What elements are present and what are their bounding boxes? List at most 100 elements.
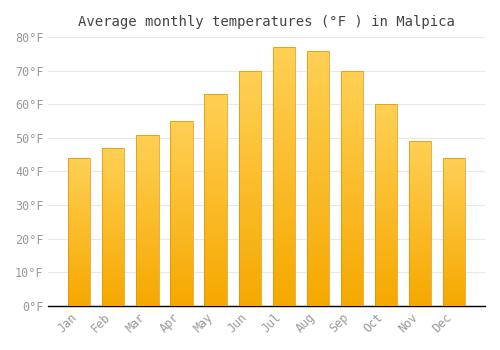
Bar <box>204 136 227 139</box>
Bar <box>443 260 465 261</box>
Bar <box>68 217 90 219</box>
Bar <box>306 153 329 155</box>
Bar <box>375 193 397 195</box>
Bar <box>238 250 260 252</box>
Bar <box>204 116 227 118</box>
Bar <box>238 85 260 87</box>
Bar <box>272 135 295 138</box>
Bar <box>136 181 158 182</box>
Bar <box>238 134 260 136</box>
Bar <box>238 139 260 141</box>
Bar <box>341 186 363 188</box>
Bar <box>170 296 192 299</box>
Bar <box>306 150 329 153</box>
Bar <box>204 194 227 196</box>
Bar <box>272 55 295 57</box>
Bar <box>306 194 329 196</box>
Bar <box>306 166 329 168</box>
Bar <box>443 254 465 256</box>
Bar <box>272 138 295 140</box>
Bar <box>204 261 227 264</box>
Bar <box>136 138 158 140</box>
Bar <box>375 117 397 118</box>
Bar <box>272 298 295 301</box>
Bar <box>102 238 124 239</box>
Bar <box>443 278 465 279</box>
Bar <box>68 295 90 297</box>
Bar <box>238 87 260 90</box>
Bar <box>272 184 295 187</box>
Bar <box>306 196 329 198</box>
Bar <box>409 210 431 212</box>
Bar <box>102 164 124 165</box>
Bar <box>204 94 227 306</box>
Bar <box>102 229 124 230</box>
Bar <box>341 287 363 289</box>
Bar <box>238 132 260 134</box>
Bar <box>443 208 465 210</box>
Bar <box>170 169 192 171</box>
Bar <box>306 114 329 117</box>
Bar <box>306 178 329 181</box>
Bar <box>272 130 295 133</box>
Bar <box>102 217 124 219</box>
Bar <box>102 282 124 284</box>
Bar <box>306 283 329 285</box>
Bar <box>272 174 295 176</box>
Bar <box>306 191 329 194</box>
Bar <box>204 160 227 162</box>
Bar <box>136 277 158 278</box>
Bar <box>409 294 431 296</box>
Bar <box>375 120 397 122</box>
Bar <box>341 113 363 116</box>
Bar <box>341 158 363 160</box>
Bar <box>102 268 124 270</box>
Bar <box>238 169 260 172</box>
Bar <box>409 204 431 205</box>
Bar <box>204 217 227 219</box>
Bar <box>68 272 90 273</box>
Bar <box>170 291 192 293</box>
Bar <box>272 278 295 280</box>
Bar <box>341 174 363 176</box>
Bar <box>170 132 192 134</box>
Bar <box>136 189 158 191</box>
Bar <box>170 156 192 158</box>
Bar <box>375 197 397 199</box>
Bar <box>272 208 295 210</box>
Bar <box>409 181 431 182</box>
Bar <box>102 210 124 211</box>
Bar <box>375 278 397 280</box>
Bar <box>170 221 192 223</box>
Bar <box>102 241 124 243</box>
Bar <box>443 186 465 188</box>
Bar <box>204 153 227 156</box>
Bar <box>443 263 465 265</box>
Bar <box>68 192 90 194</box>
Bar <box>170 245 192 247</box>
Bar <box>375 155 397 157</box>
Bar <box>375 167 397 169</box>
Bar <box>375 185 397 187</box>
Bar <box>409 220 431 222</box>
Bar <box>136 172 158 174</box>
Bar <box>204 130 227 132</box>
Bar <box>409 261 431 263</box>
Bar <box>68 233 90 235</box>
Bar <box>443 267 465 269</box>
Bar <box>306 239 329 242</box>
Bar <box>341 90 363 92</box>
Bar <box>170 127 192 128</box>
Bar <box>443 214 465 216</box>
Bar <box>136 162 158 164</box>
Bar <box>170 160 192 162</box>
Bar <box>306 50 329 53</box>
Bar <box>272 127 295 130</box>
Bar <box>272 150 295 153</box>
Bar <box>170 143 192 145</box>
Bar <box>443 177 465 179</box>
Bar <box>306 234 329 237</box>
Bar <box>272 275 295 278</box>
Bar <box>306 301 329 303</box>
Bar <box>68 189 90 190</box>
